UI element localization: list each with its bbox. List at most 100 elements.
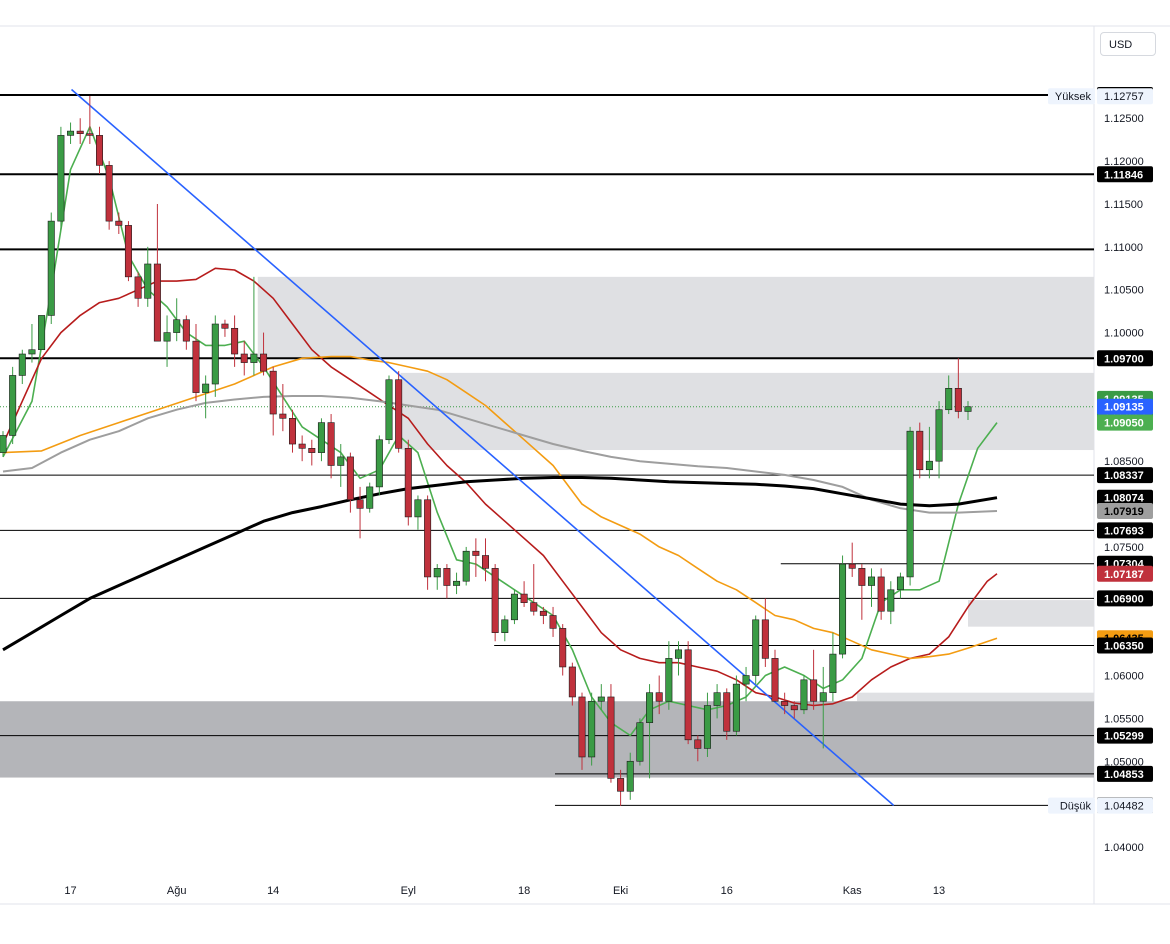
- candle[interactable]: [250, 276, 258, 376]
- candle[interactable]: [520, 581, 528, 607]
- candle[interactable]: [9, 366, 17, 445]
- candle[interactable]: [260, 332, 268, 376]
- candle[interactable]: [684, 641, 692, 745]
- candle[interactable]: [337, 444, 345, 487]
- candle[interactable]: [790, 701, 798, 719]
- candle[interactable]: [781, 692, 789, 715]
- candle[interactable]: [617, 769, 625, 806]
- candle[interactable]: [327, 414, 335, 479]
- candle[interactable]: [674, 641, 682, 676]
- candle[interactable]: [954, 358, 962, 419]
- candle[interactable]: [96, 126, 104, 174]
- candle[interactable]: [559, 624, 567, 676]
- candle[interactable]: [153, 203, 161, 342]
- candle[interactable]: [124, 221, 132, 282]
- candle[interactable]: [202, 375, 210, 419]
- candle[interactable]: [47, 212, 55, 325]
- candle[interactable]: [819, 666, 827, 749]
- candle[interactable]: [308, 439, 316, 466]
- candle[interactable]: [732, 675, 740, 736]
- candle[interactable]: [539, 606, 547, 625]
- candle[interactable]: [192, 324, 200, 402]
- candle[interactable]: [568, 662, 576, 706]
- candle[interactable]: [76, 118, 84, 144]
- candle[interactable]: [221, 319, 229, 337]
- candle[interactable]: [646, 684, 654, 779]
- candle[interactable]: [67, 122, 75, 144]
- candle[interactable]: [530, 564, 538, 616]
- candle[interactable]: [703, 692, 711, 757]
- price-axis[interactable]: 1.12500 1.12000 1.11500 1.11000 1.10500 1.100…: [1104, 113, 1144, 854]
- candle[interactable]: [163, 315, 171, 367]
- candle[interactable]: [665, 641, 673, 710]
- candle[interactable]: [713, 684, 721, 719]
- candle[interactable]: [453, 572, 461, 595]
- candle[interactable]: [839, 555, 847, 659]
- candle[interactable]: [57, 126, 65, 230]
- candle[interactable]: [578, 692, 586, 770]
- candle[interactable]: [896, 572, 904, 599]
- candle[interactable]: [86, 95, 94, 144]
- candle[interactable]: [211, 315, 219, 397]
- candle[interactable]: [462, 546, 470, 586]
- candle[interactable]: [945, 375, 953, 415]
- candle[interactable]: [105, 161, 113, 230]
- candle[interactable]: [597, 684, 605, 710]
- candle[interactable]: [607, 684, 615, 783]
- candle[interactable]: [916, 422, 924, 479]
- trendline[interactable]: [70, 88, 895, 807]
- candle[interactable]: [424, 495, 432, 590]
- candle[interactable]: [182, 315, 190, 350]
- candle[interactable]: [964, 401, 972, 421]
- time-axis[interactable]: 17 Ağu 14 Eyl 18 Eki 16 Kas 13: [64, 885, 945, 897]
- candle[interactable]: [501, 615, 509, 642]
- candle[interactable]: [240, 341, 248, 376]
- candle[interactable]: [269, 366, 277, 436]
- candle[interactable]: [115, 212, 123, 234]
- candle[interactable]: [636, 718, 644, 766]
- candle[interactable]: [626, 752, 634, 800]
- candle[interactable]: [752, 615, 760, 685]
- candle[interactable]: [829, 632, 837, 702]
- candle[interactable]: [375, 435, 383, 496]
- candle[interactable]: [588, 692, 596, 766]
- candle[interactable]: [38, 315, 46, 351]
- candle[interactable]: [404, 439, 412, 526]
- candle[interactable]: [414, 495, 422, 530]
- candle[interactable]: [385, 375, 393, 445]
- candle[interactable]: [144, 246, 152, 307]
- candle[interactable]: [549, 606, 557, 637]
- candle[interactable]: [858, 564, 866, 620]
- candle[interactable]: [472, 538, 480, 577]
- candle[interactable]: [317, 418, 325, 462]
- candle[interactable]: [694, 735, 702, 762]
- candle[interactable]: [810, 649, 818, 710]
- candle[interactable]: [935, 401, 943, 479]
- candle[interactable]: [761, 598, 769, 667]
- currency-button[interactable]: USD: [1100, 32, 1156, 56]
- candle[interactable]: [723, 688, 731, 740]
- plot-area[interactable]: [0, 88, 1095, 807]
- candle[interactable]: [848, 542, 856, 577]
- candle[interactable]: [925, 426, 933, 479]
- candle[interactable]: [491, 564, 499, 642]
- candle[interactable]: [346, 452, 354, 513]
- candle[interactable]: [481, 538, 489, 582]
- candle[interactable]: [28, 324, 36, 363]
- candle[interactable]: [443, 564, 451, 599]
- candle[interactable]: [173, 298, 181, 342]
- candle[interactable]: [288, 409, 296, 453]
- candle[interactable]: [366, 482, 374, 513]
- candle[interactable]: [771, 649, 779, 702]
- candle[interactable]: [742, 666, 750, 702]
- candle[interactable]: [356, 486, 364, 539]
- candle[interactable]: [134, 272, 142, 307]
- candle[interactable]: [18, 349, 26, 385]
- candle[interactable]: [867, 568, 875, 607]
- candle[interactable]: [0, 431, 7, 457]
- candle[interactable]: [906, 426, 914, 586]
- candle[interactable]: [887, 581, 895, 625]
- candle[interactable]: [279, 384, 287, 432]
